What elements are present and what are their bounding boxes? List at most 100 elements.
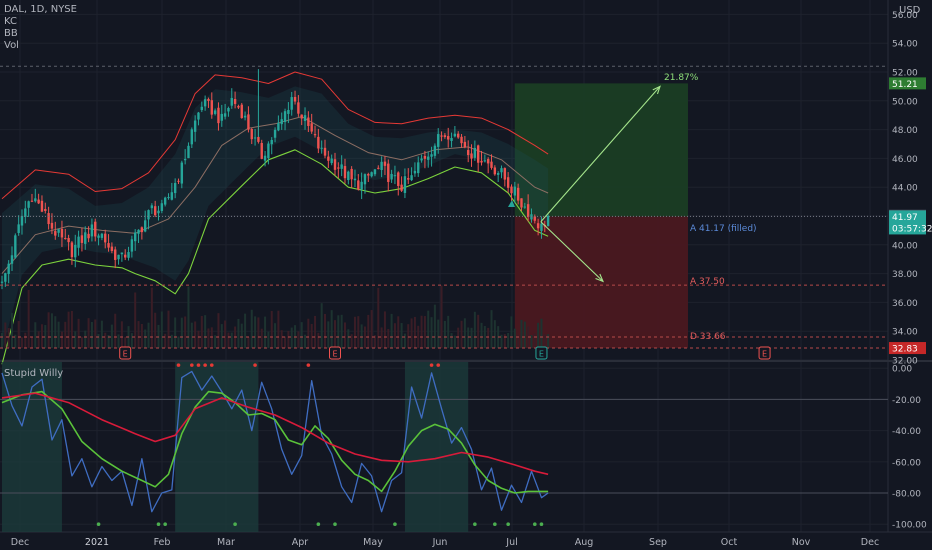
candle-body[interactable]	[150, 205, 154, 209]
candle-body[interactable]	[410, 175, 413, 181]
candle-body[interactable]	[330, 158, 333, 164]
candle-body[interactable]	[480, 160, 483, 163]
candle-body[interactable]	[337, 167, 340, 169]
candle-body[interactable]	[190, 129, 194, 145]
candle-body[interactable]	[516, 187, 520, 201]
candle-body[interactable]	[117, 254, 120, 260]
candle-body[interactable]	[177, 180, 180, 182]
candle-body[interactable]	[97, 235, 100, 238]
candle-body[interactable]	[370, 172, 373, 177]
candle-body[interactable]	[300, 114, 303, 119]
candle-body[interactable]	[443, 135, 447, 137]
candle-body[interactable]	[64, 238, 67, 240]
candle-body[interactable]	[114, 249, 117, 260]
candle-body[interactable]	[57, 229, 60, 233]
candle-body[interactable]	[130, 239, 134, 252]
candle-body[interactable]	[104, 233, 107, 243]
candle-body[interactable]	[350, 168, 353, 180]
candle-body[interactable]	[450, 137, 453, 141]
candle-body[interactable]	[367, 174, 370, 176]
candle-body[interactable]	[140, 227, 144, 233]
candle-body[interactable]	[217, 107, 220, 124]
candle-body[interactable]	[500, 168, 503, 173]
candle-body[interactable]	[237, 105, 240, 108]
candle-body[interactable]	[227, 108, 230, 112]
candle-body[interactable]	[24, 208, 27, 217]
candle-body[interactable]	[250, 129, 253, 140]
candle-body[interactable]	[267, 143, 270, 159]
candle-body[interactable]	[313, 134, 317, 136]
candle-body[interactable]	[486, 159, 490, 164]
candle-body[interactable]	[44, 209, 47, 211]
symbol-title[interactable]: DAL, 1D, NYSE	[4, 4, 77, 15]
candle-body[interactable]	[363, 174, 367, 185]
candle-body[interactable]	[207, 99, 210, 101]
candle-body[interactable]	[100, 233, 104, 238]
candle-body[interactable]	[34, 198, 37, 202]
candle-body[interactable]	[467, 150, 470, 156]
candle-body[interactable]	[533, 216, 536, 221]
candle-body[interactable]	[390, 173, 393, 180]
candle-body[interactable]	[387, 163, 390, 182]
candle-body[interactable]	[440, 135, 443, 137]
candle-body[interactable]	[107, 243, 110, 248]
candle-body[interactable]	[510, 186, 513, 194]
candle-body[interactable]	[377, 167, 380, 169]
candle-body[interactable]	[187, 145, 190, 159]
stupid-willy-oscillator[interactable]	[0, 362, 888, 532]
earnings-marker[interactable]	[535, 346, 548, 360]
candle-body[interactable]	[540, 223, 543, 231]
candle-body[interactable]	[303, 115, 307, 121]
candle-body[interactable]	[4, 273, 7, 282]
candle-body[interactable]	[147, 210, 150, 220]
candle-body[interactable]	[120, 252, 124, 255]
candle-body[interactable]	[490, 161, 493, 168]
candle-body[interactable]	[54, 231, 57, 236]
loss-zone[interactable]	[514, 216, 688, 349]
candle-body[interactable]	[230, 97, 233, 106]
earnings-marker[interactable]	[758, 346, 771, 360]
candle-body[interactable]	[143, 220, 147, 232]
candle-body[interactable]	[0, 281, 4, 283]
candle-body[interactable]	[470, 153, 473, 159]
candle-body[interactable]	[173, 183, 177, 194]
candle-body[interactable]	[47, 213, 50, 225]
candle-body[interactable]	[360, 181, 363, 190]
stop-arrow[interactable]	[540, 221, 604, 282]
candle-body[interactable]	[60, 228, 64, 238]
candle-body[interactable]	[257, 136, 260, 142]
candle-body[interactable]	[87, 233, 90, 239]
candle-body[interactable]	[407, 178, 410, 180]
candle-body[interactable]	[357, 180, 360, 190]
indicator-vol-label[interactable]: Vol	[4, 40, 19, 51]
candle-body[interactable]	[277, 122, 280, 131]
price-axis[interactable]: 32.0034.0036.0038.0040.0042.0044.0046.00…	[889, 11, 932, 531]
candle-body[interactable]	[343, 166, 347, 179]
candle-body[interactable]	[243, 115, 247, 118]
candle-body[interactable]	[253, 137, 257, 139]
candle-body[interactable]	[50, 222, 54, 229]
candle-body[interactable]	[453, 133, 457, 137]
candle-body[interactable]	[213, 110, 217, 114]
candle-body[interactable]	[393, 175, 397, 177]
candle-body[interactable]	[287, 109, 290, 114]
candle-body[interactable]	[17, 224, 20, 233]
candle-body[interactable]	[506, 177, 510, 188]
candle-body[interactable]	[20, 215, 24, 226]
candle-body[interactable]	[327, 156, 330, 161]
candle-body[interactable]	[333, 159, 337, 170]
candle-body[interactable]	[536, 223, 540, 229]
candle-body[interactable]	[403, 176, 407, 193]
candle-body[interactable]	[197, 112, 200, 120]
candle-body[interactable]	[137, 229, 140, 234]
candle-body[interactable]	[7, 263, 10, 275]
target-arrow[interactable]	[540, 86, 661, 223]
candle-body[interactable]	[373, 169, 377, 175]
candle-body[interactable]	[423, 156, 427, 159]
candle-body[interactable]	[170, 192, 174, 200]
candle-body[interactable]	[163, 197, 167, 205]
projection-arrows[interactable]	[508, 85, 661, 283]
profit-zone[interactable]	[514, 83, 688, 217]
candle-body[interactable]	[483, 160, 487, 162]
